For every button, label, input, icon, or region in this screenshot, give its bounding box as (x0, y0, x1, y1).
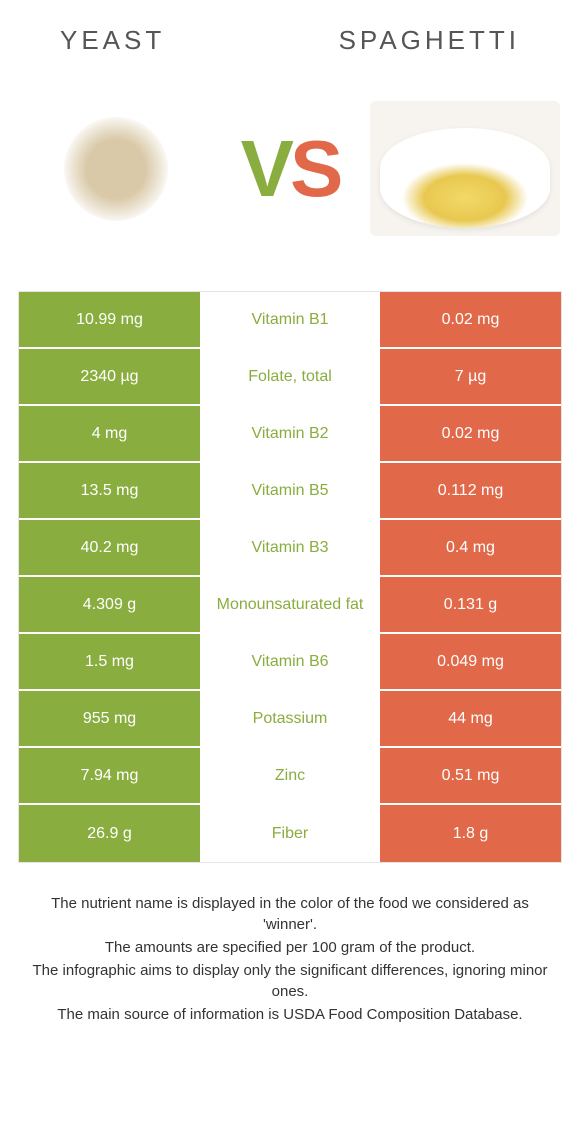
table-row: 26.9 gFiber1.8 g (19, 805, 561, 862)
left-food-title: Yeast (60, 25, 165, 56)
nutrient-label: Monounsaturated fat (200, 577, 380, 632)
table-row: 10.99 mgVitamin B10.02 mg (19, 292, 561, 349)
footer-line: The main source of information is USDA F… (25, 1004, 555, 1025)
right-value: 0.51 mg (380, 748, 561, 803)
vs-label: VS (241, 123, 340, 215)
left-value: 26.9 g (19, 805, 200, 862)
right-value: 0.02 mg (380, 292, 561, 347)
left-value: 10.99 mg (19, 292, 200, 347)
footer-line: The amounts are specified per 100 gram o… (25, 937, 555, 958)
table-row: 2340 µgFolate, total7 µg (19, 349, 561, 406)
nutrient-label: Potassium (200, 691, 380, 746)
left-value: 4 mg (19, 406, 200, 461)
table-row: 4 mgVitamin B20.02 mg (19, 406, 561, 463)
left-value: 40.2 mg (19, 520, 200, 575)
left-value: 1.5 mg (19, 634, 200, 689)
left-food-image (18, 71, 213, 266)
right-value: 44 mg (380, 691, 561, 746)
yeast-icon (46, 99, 186, 239)
spaghetti-icon (370, 101, 560, 236)
table-row: 13.5 mgVitamin B50.112 mg (19, 463, 561, 520)
nutrient-label: Vitamin B1 (200, 292, 380, 347)
right-value: 0.4 mg (380, 520, 561, 575)
vs-s: S (290, 124, 339, 213)
left-value: 955 mg (19, 691, 200, 746)
footer-notes: The nutrient name is displayed in the co… (0, 863, 580, 1025)
nutrient-table: 10.99 mgVitamin B10.02 mg2340 µgFolate, … (18, 291, 562, 863)
table-row: 1.5 mgVitamin B60.049 mg (19, 634, 561, 691)
nutrient-label: Fiber (200, 805, 380, 862)
nutrient-label: Vitamin B5 (200, 463, 380, 518)
right-value: 0.112 mg (380, 463, 561, 518)
left-value: 4.309 g (19, 577, 200, 632)
right-value: 7 µg (380, 349, 561, 404)
nutrient-label: Vitamin B3 (200, 520, 380, 575)
images-row: VS (0, 71, 580, 291)
right-value: 0.02 mg (380, 406, 561, 461)
right-food-title: Spaghetti (339, 25, 520, 56)
right-value: 0.049 mg (380, 634, 561, 689)
nutrient-label: Folate, total (200, 349, 380, 404)
table-row: 40.2 mgVitamin B30.4 mg (19, 520, 561, 577)
header: Yeast Spaghetti (0, 0, 580, 71)
right-value: 0.131 g (380, 577, 561, 632)
left-value: 13.5 mg (19, 463, 200, 518)
left-value: 7.94 mg (19, 748, 200, 803)
right-value: 1.8 g (380, 805, 561, 862)
table-row: 4.309 gMonounsaturated fat0.131 g (19, 577, 561, 634)
right-food-image (367, 71, 562, 266)
footer-line: The infographic aims to display only the… (25, 960, 555, 1002)
left-value: 2340 µg (19, 349, 200, 404)
footer-line: The nutrient name is displayed in the co… (25, 893, 555, 935)
table-row: 955 mgPotassium44 mg (19, 691, 561, 748)
vs-v: V (241, 124, 290, 213)
table-row: 7.94 mgZinc0.51 mg (19, 748, 561, 805)
nutrient-label: Zinc (200, 748, 380, 803)
nutrient-label: Vitamin B2 (200, 406, 380, 461)
nutrient-label: Vitamin B6 (200, 634, 380, 689)
